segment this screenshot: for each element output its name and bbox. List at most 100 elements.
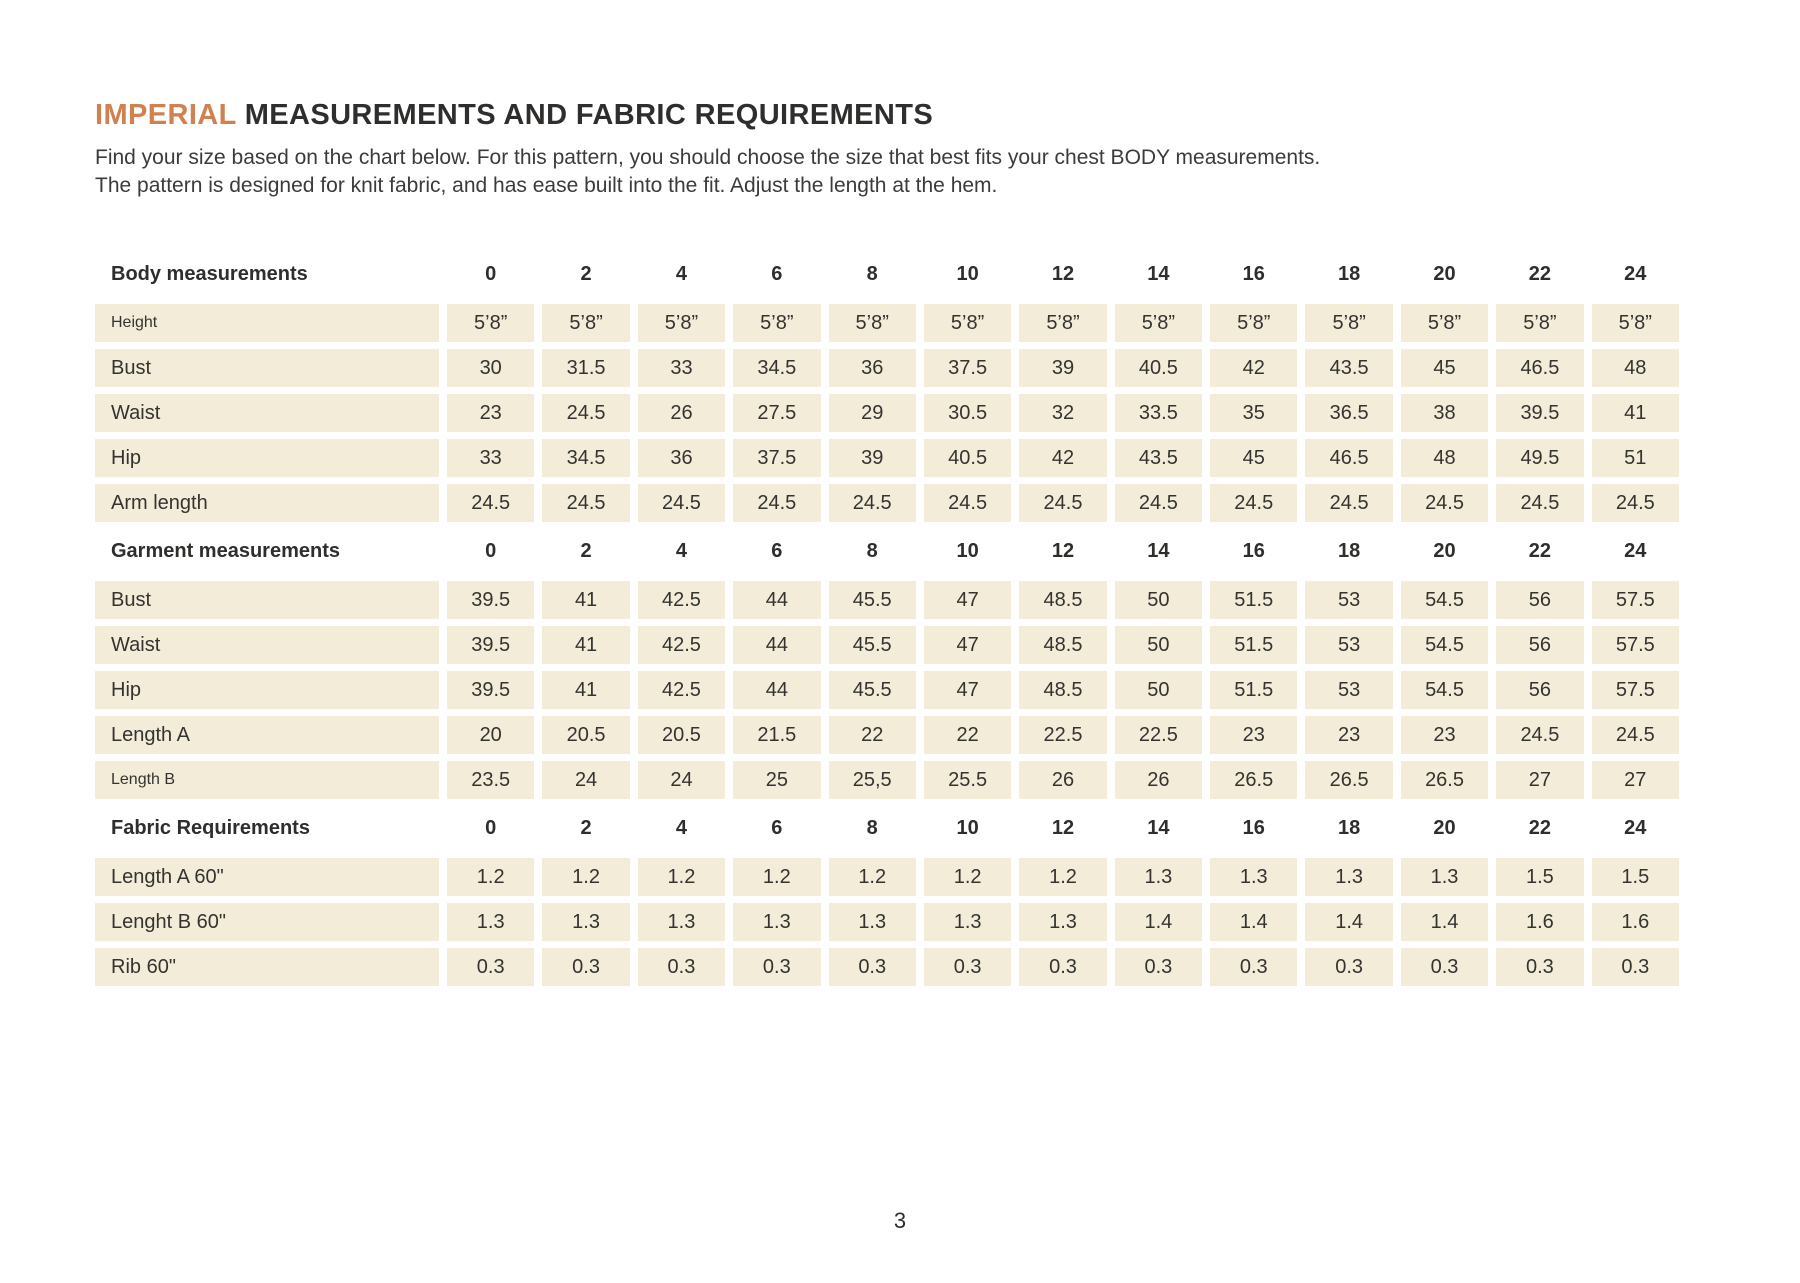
cell-value: 1.3	[1305, 858, 1393, 896]
cell-value: 45.5	[828, 671, 916, 709]
cell-value: 24.5	[542, 484, 630, 522]
cell-value: 24.5	[447, 484, 535, 522]
cell-value: 49.5	[1496, 439, 1584, 477]
cell-value: 47	[923, 626, 1012, 664]
cell-value: 46.5	[1305, 439, 1393, 477]
cell-value: 54.5	[1400, 581, 1489, 619]
cell-value: 32	[1019, 394, 1107, 432]
cell-value: 22.5	[1019, 716, 1107, 754]
cell-value: 5’8”	[1210, 304, 1298, 342]
cell-value: 24.5	[923, 484, 1012, 522]
size-header: 2	[580, 540, 592, 562]
row-label: Length B	[95, 761, 439, 799]
cell-value: 1.3	[923, 903, 1012, 941]
cell-value: 48.5	[1019, 626, 1107, 664]
cell-value: 0.3	[447, 948, 535, 986]
cell-value: 5’8”	[542, 304, 630, 342]
row-label: Hip	[95, 439, 439, 477]
cell-value: 27	[1591, 761, 1679, 799]
cell-value: 45.5	[828, 581, 916, 619]
cell-value: 5’8”	[733, 304, 821, 342]
cell-value: 47	[923, 581, 1012, 619]
cell-value: 0.3	[637, 948, 726, 986]
cell-value: 38	[1400, 394, 1489, 432]
cell-value: 41	[542, 626, 630, 664]
size-header: 10	[956, 540, 979, 562]
row-label: Length A 60"	[95, 858, 439, 896]
cell-value: 1.2	[447, 858, 535, 896]
size-header: 6	[771, 263, 783, 285]
cell-value: 0.3	[1114, 948, 1203, 986]
size-header: 14	[1147, 540, 1170, 562]
cell-value: 44	[733, 626, 821, 664]
cell-value: 36	[828, 349, 916, 387]
cell-value: 27	[1496, 761, 1584, 799]
size-header: 20	[1433, 817, 1456, 839]
cell-value: 33.5	[1114, 394, 1203, 432]
cell-value: 26.5	[1210, 761, 1298, 799]
cell-value: 45.5	[828, 626, 916, 664]
cell-value: 5’8”	[637, 304, 726, 342]
cell-value: 30	[447, 349, 535, 387]
size-header: 8	[866, 817, 878, 839]
cell-value: 33	[637, 349, 726, 387]
cell-value: 5’8”	[1400, 304, 1489, 342]
size-header: 6	[771, 540, 783, 562]
cell-value: 50	[1114, 581, 1203, 619]
cell-value: 56	[1496, 581, 1584, 619]
cell-value: 20.5	[542, 716, 630, 754]
cell-value: 1.5	[1496, 858, 1584, 896]
size-header: 18	[1338, 540, 1361, 562]
size-header: 20	[1433, 263, 1456, 285]
cell-value: 25.5	[923, 761, 1012, 799]
cell-value: 42.5	[637, 581, 726, 619]
cell-value: 24	[542, 761, 630, 799]
row-label: Lenght B 60"	[95, 903, 439, 941]
size-header: 12	[1051, 540, 1075, 562]
cell-value: 0.3	[1591, 948, 1679, 986]
page-title-rest: MEASUREMENTS AND FABRIC REQUIREMENTS	[236, 99, 934, 131]
size-header: 0	[485, 263, 497, 285]
cell-value: 1.3	[542, 903, 630, 941]
size-header: 0	[485, 817, 497, 839]
cell-value: 51.5	[1210, 671, 1298, 709]
cell-value: 5’8”	[447, 304, 535, 342]
cell-value: 41	[542, 671, 630, 709]
size-header: 2	[580, 817, 592, 839]
cell-value: 22.5	[1114, 716, 1203, 754]
size-header: 24	[1624, 540, 1647, 562]
cell-value: 24.5	[1114, 484, 1203, 522]
cell-value: 42	[1019, 439, 1107, 477]
cell-value: 39	[828, 439, 916, 477]
cell-value: 57.5	[1591, 626, 1679, 664]
cell-value: 26	[1019, 761, 1107, 799]
cell-value: 0.3	[828, 948, 916, 986]
size-header: 12	[1051, 817, 1075, 839]
cell-value: 1.2	[637, 858, 726, 896]
cell-value: 5’8”	[1019, 304, 1107, 342]
cell-value: 43.5	[1114, 439, 1203, 477]
row-label: Waist	[95, 626, 439, 664]
cell-value: 24.5	[733, 484, 821, 522]
cell-value: 1.3	[1114, 858, 1203, 896]
cell-value: 56	[1496, 671, 1584, 709]
cell-value: 35	[1210, 394, 1298, 432]
cell-value: 24.5	[1400, 484, 1489, 522]
cell-value: 23.5	[447, 761, 535, 799]
cell-value: 23	[1210, 716, 1298, 754]
cell-value: 23	[447, 394, 535, 432]
cell-value: 5’8”	[1305, 304, 1393, 342]
cell-value: 25	[733, 761, 821, 799]
cell-value: 24.5	[1591, 484, 1679, 522]
cell-value: 1.4	[1305, 903, 1393, 941]
row-label: Arm length	[95, 484, 439, 522]
cell-value: 57.5	[1591, 581, 1679, 619]
cell-value: 33	[447, 439, 535, 477]
cell-value: 1.3	[447, 903, 535, 941]
cell-value: 26	[637, 394, 726, 432]
cell-value: 1.2	[1019, 858, 1107, 896]
size-header: 24	[1624, 263, 1647, 285]
cell-value: 22	[923, 716, 1012, 754]
section-header-label: Garment measurements	[111, 540, 340, 562]
cell-value: 26	[1114, 761, 1203, 799]
